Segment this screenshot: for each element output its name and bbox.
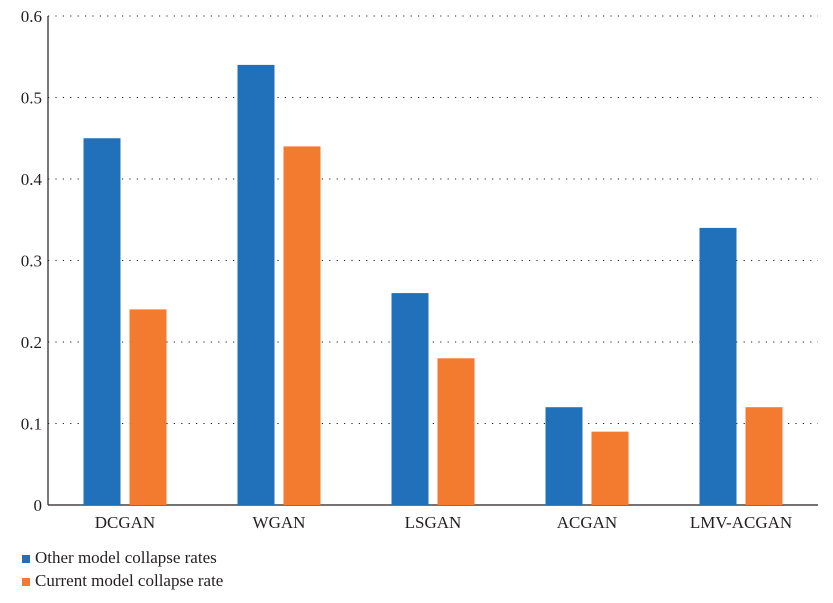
bar-other	[391, 293, 429, 505]
bar-other	[545, 407, 583, 505]
bar-current	[437, 358, 475, 505]
bar-current	[283, 146, 321, 505]
y-tick-label: 0.3	[21, 252, 42, 271]
legend-swatch	[22, 578, 30, 586]
gridlines	[48, 15, 818, 424]
axes	[47, 16, 818, 506]
x-tick-label: LSGAN	[405, 513, 462, 532]
legend: Other model collapse rates Current model …	[22, 548, 223, 590]
legend-swatch	[22, 555, 30, 563]
y-tick-label: 0.4	[21, 170, 43, 189]
bar-other	[237, 64, 275, 506]
x-tick-label: WGAN	[253, 513, 306, 532]
bar-current	[745, 407, 783, 505]
y-tick-label: 0	[34, 496, 43, 515]
legend-label: Other model collapse rates	[35, 548, 217, 567]
y-tick-label: 0.2	[21, 333, 42, 352]
bar-other	[699, 227, 737, 505]
y-tick-labels: 0 0.1 0.2 0.3 0.4 0.5 0.6	[21, 7, 43, 515]
y-tick-label: 0.1	[21, 415, 42, 434]
legend-label: Current model collapse rate	[35, 571, 223, 590]
y-tick-label: 0.5	[21, 89, 42, 108]
bar-current	[591, 431, 629, 505]
y-tick-label: 0.6	[21, 7, 42, 26]
bar-current	[129, 309, 167, 505]
bar-other	[83, 138, 121, 505]
x-tick-label: LMV-ACGAN	[690, 513, 792, 532]
x-tick-label: ACGAN	[557, 513, 617, 532]
x-tick-labels: DCGAN WGAN LSGAN ACGAN LMV-ACGAN	[95, 513, 792, 532]
x-tick-label: DCGAN	[95, 513, 155, 532]
bars	[83, 64, 783, 506]
